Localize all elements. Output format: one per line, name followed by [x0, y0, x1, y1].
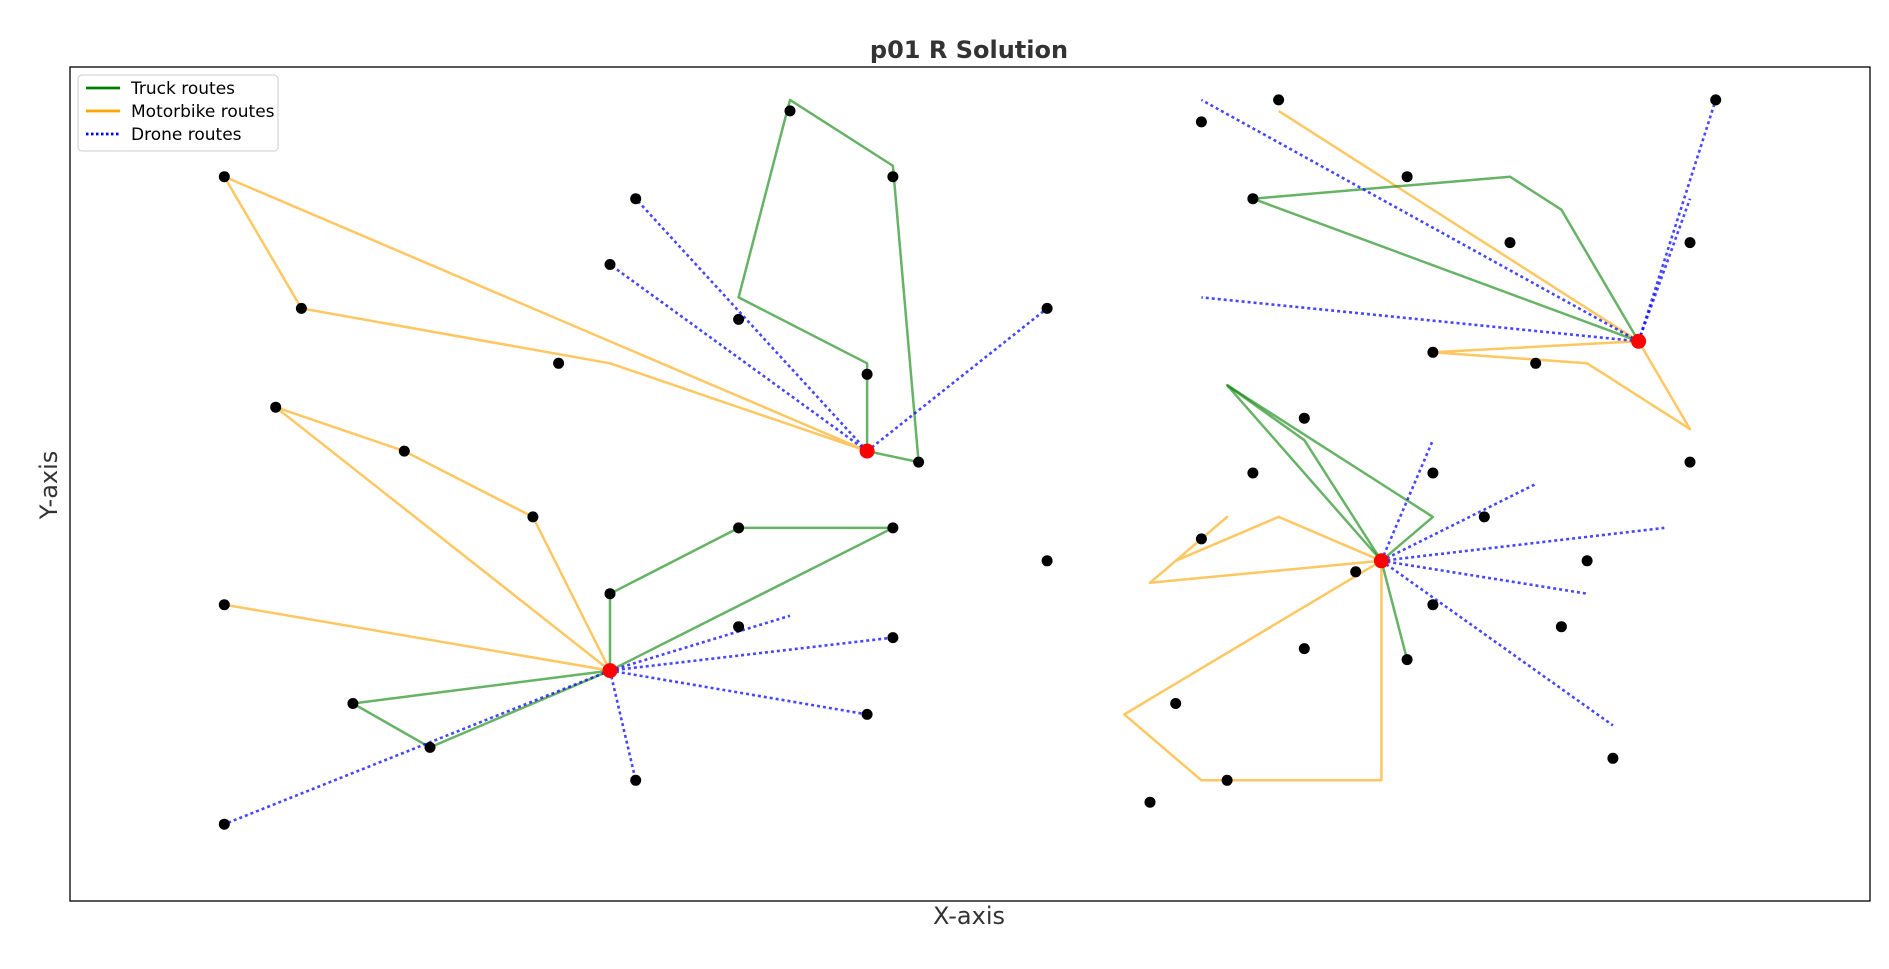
customer-point-20 [1684, 456, 1696, 468]
drone-route-18 [1637, 99, 1717, 342]
customer-point-0 [218, 171, 230, 183]
customer-point-21 [1298, 412, 1310, 424]
drone-route-13 [609, 614, 791, 672]
drone-route-17 [1200, 98, 1640, 343]
customer-point-31 [1607, 752, 1619, 764]
customer-point-42 [424, 741, 436, 753]
drone-route-4 [866, 307, 1048, 453]
customer-point-2 [630, 193, 642, 205]
depot-point-3 [1373, 553, 1389, 569]
depot-point-1 [602, 663, 618, 679]
truck-route-23 [1380, 560, 1409, 660]
legend-box [77, 74, 279, 152]
drone-route-29 [1381, 559, 1588, 595]
depot-point-2 [1631, 333, 1647, 349]
drone-route-27 [1380, 482, 1537, 562]
customer-point-10 [1041, 302, 1053, 314]
customer-point-11 [1273, 94, 1285, 106]
customer-point-46 [887, 522, 899, 534]
legend-label-motorbike: Motorbike routes [131, 102, 275, 122]
customer-point-45 [733, 522, 745, 534]
drone-route-20 [1201, 296, 1639, 343]
customer-point-27 [1427, 599, 1439, 611]
drone-route-26 [1380, 439, 1435, 562]
customer-point-48 [887, 632, 899, 644]
motorbike-route-14 [1277, 109, 1640, 343]
customer-point-39 [527, 511, 539, 523]
customer-point-23 [1427, 467, 1439, 479]
customer-point-12 [1195, 116, 1207, 128]
customer-point-18 [1684, 237, 1696, 249]
customer-point-25 [1195, 533, 1207, 545]
customer-point-43 [218, 818, 230, 830]
routes-layer [223, 98, 1717, 826]
motorbike-route-16 [1431, 340, 1692, 431]
plot-area [218, 94, 1722, 830]
customer-point-40 [218, 599, 230, 611]
customer-point-38 [398, 445, 410, 457]
drone-route-11 [609, 669, 868, 716]
customer-point-17 [1530, 357, 1542, 369]
chart-title: p01 R Solution [870, 36, 1068, 64]
customer-point-6 [887, 171, 899, 183]
customer-point-3 [604, 259, 616, 270]
legend-label-drone: Drone routes [131, 125, 242, 145]
customer-point-41 [347, 698, 359, 709]
customer-point-36 [1221, 774, 1233, 786]
drone-route-3 [609, 263, 868, 453]
customer-point-28 [1581, 555, 1593, 567]
customer-point-47 [733, 621, 745, 633]
truck-route-7 [351, 669, 611, 749]
customer-point-24 [1478, 511, 1490, 523]
customer-point-5 [784, 105, 796, 117]
customer-point-34 [1144, 796, 1156, 808]
customer-point-4 [553, 357, 565, 369]
motorbike-route-25 [1123, 559, 1383, 782]
drone-route-19 [1637, 198, 1692, 342]
motorbike-route-6 [224, 603, 611, 672]
y-axis-label: Y-axis [35, 451, 63, 521]
customer-point-37 [270, 401, 282, 413]
customer-point-49 [630, 774, 642, 786]
customer-point-9 [913, 456, 925, 468]
drone-route-30 [1380, 559, 1614, 727]
customer-point-32 [1298, 643, 1310, 655]
customer-point-19 [1710, 94, 1722, 106]
customer-point-29 [1555, 621, 1567, 633]
customer-point-16 [1427, 346, 1439, 358]
customer-point-50 [861, 708, 873, 720]
truck-route-22 [1226, 384, 1383, 562]
truck-route-15 [1251, 175, 1640, 343]
customer-point-35 [1041, 555, 1053, 567]
nodes-layer [218, 94, 1722, 830]
customer-point-22 [1247, 467, 1259, 479]
customer-point-30 [1401, 654, 1413, 666]
depot-point-0 [859, 443, 875, 459]
truck-route-21 [1225, 383, 1435, 562]
customer-point-14 [1504, 237, 1516, 249]
plot-frame [69, 66, 1871, 902]
customer-point-44 [604, 588, 616, 600]
customer-point-15 [1247, 193, 1259, 205]
customer-point-7 [733, 313, 745, 325]
customer-point-13 [1401, 171, 1413, 183]
customer-point-26 [1350, 566, 1362, 578]
x-axis-label: X-axis [933, 902, 1005, 930]
legend: Truck routes Motorbike routes Drone rout… [77, 74, 279, 152]
customer-point-33 [1170, 698, 1182, 709]
customer-point-8 [861, 368, 873, 380]
legend-label-truck: Truck routes [130, 79, 235, 99]
customer-point-1 [295, 302, 307, 314]
drone-route-10 [608, 670, 637, 781]
